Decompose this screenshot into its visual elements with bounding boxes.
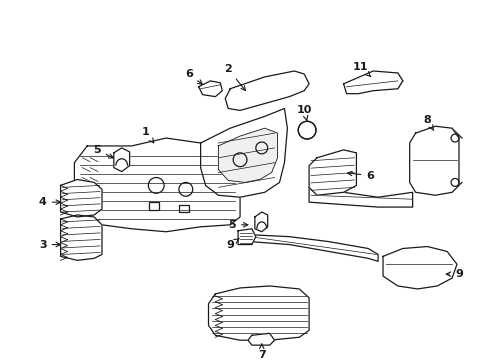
Polygon shape [74, 138, 240, 232]
Polygon shape [200, 108, 287, 197]
Bar [149, 202, 159, 210]
Polygon shape [114, 148, 129, 172]
Bar [179, 205, 188, 212]
Text: 4: 4 [39, 197, 61, 207]
Text: 9: 9 [446, 269, 462, 279]
Text: 5: 5 [228, 220, 247, 230]
Text: 2: 2 [224, 64, 245, 90]
Polygon shape [198, 81, 222, 96]
Polygon shape [254, 212, 267, 232]
Text: 3: 3 [39, 239, 61, 249]
Circle shape [298, 121, 315, 139]
Polygon shape [208, 286, 308, 340]
Polygon shape [409, 126, 458, 195]
Polygon shape [308, 187, 412, 207]
Text: 1: 1 [141, 127, 153, 143]
Polygon shape [61, 180, 102, 217]
Polygon shape [61, 215, 102, 260]
Polygon shape [308, 150, 356, 195]
Polygon shape [249, 235, 377, 261]
Text: 5: 5 [93, 145, 113, 158]
Polygon shape [238, 229, 255, 244]
Polygon shape [225, 71, 308, 111]
Text: 9: 9 [226, 238, 239, 249]
Text: 6: 6 [184, 69, 202, 84]
Polygon shape [382, 247, 456, 289]
Polygon shape [247, 333, 274, 345]
Text: 7: 7 [257, 344, 265, 360]
Text: 6: 6 [347, 171, 373, 180]
Polygon shape [218, 128, 277, 183]
Text: 8: 8 [423, 115, 433, 130]
Text: 11: 11 [352, 62, 370, 77]
Text: 10: 10 [296, 105, 311, 121]
Polygon shape [343, 71, 402, 94]
